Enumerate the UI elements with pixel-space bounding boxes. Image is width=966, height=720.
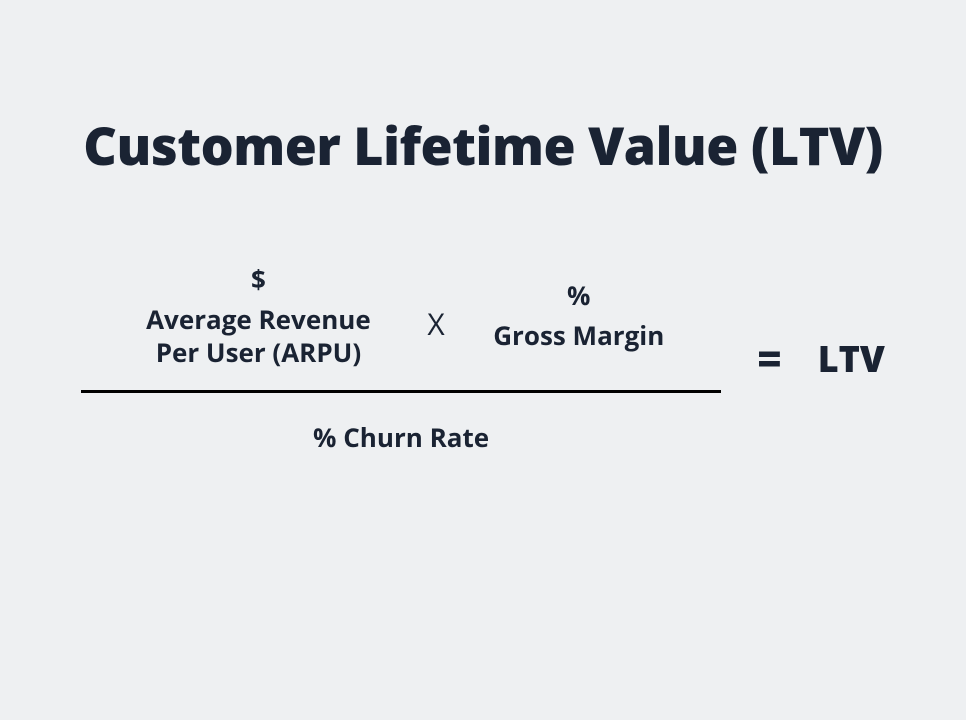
denominator-label: % Churn Rate [313, 393, 489, 455]
arpu-label: Average Revenue Per User (ARPU) [146, 303, 371, 368]
arpu-label-line2: Per User (ARPU) [156, 334, 361, 370]
equals-sign: = [757, 330, 782, 387]
gross-margin-label: Gross Margin [493, 319, 664, 352]
gross-margin-term: % Gross Margin [489, 277, 669, 352]
diagram-container: Customer Lifetime Value (LTV) $ Average … [0, 0, 966, 720]
arpu-unit: $ [251, 261, 266, 297]
numerator: $ Average Revenue Per User (ARPU) X % Gr… [133, 261, 668, 390]
arpu-label-line1: Average Revenue [146, 301, 371, 337]
arpu-term: $ Average Revenue Per User (ARPU) [133, 261, 383, 368]
gross-margin-unit: % [567, 277, 590, 313]
formula-row: $ Average Revenue Per User (ARPU) X % Gr… [0, 261, 966, 455]
result-label: LTV [818, 334, 885, 383]
multiply-operator: X [427, 285, 444, 344]
fraction-block: $ Average Revenue Per User (ARPU) X % Gr… [81, 261, 721, 455]
diagram-title: Customer Lifetime Value (LTV) [0, 110, 966, 181]
